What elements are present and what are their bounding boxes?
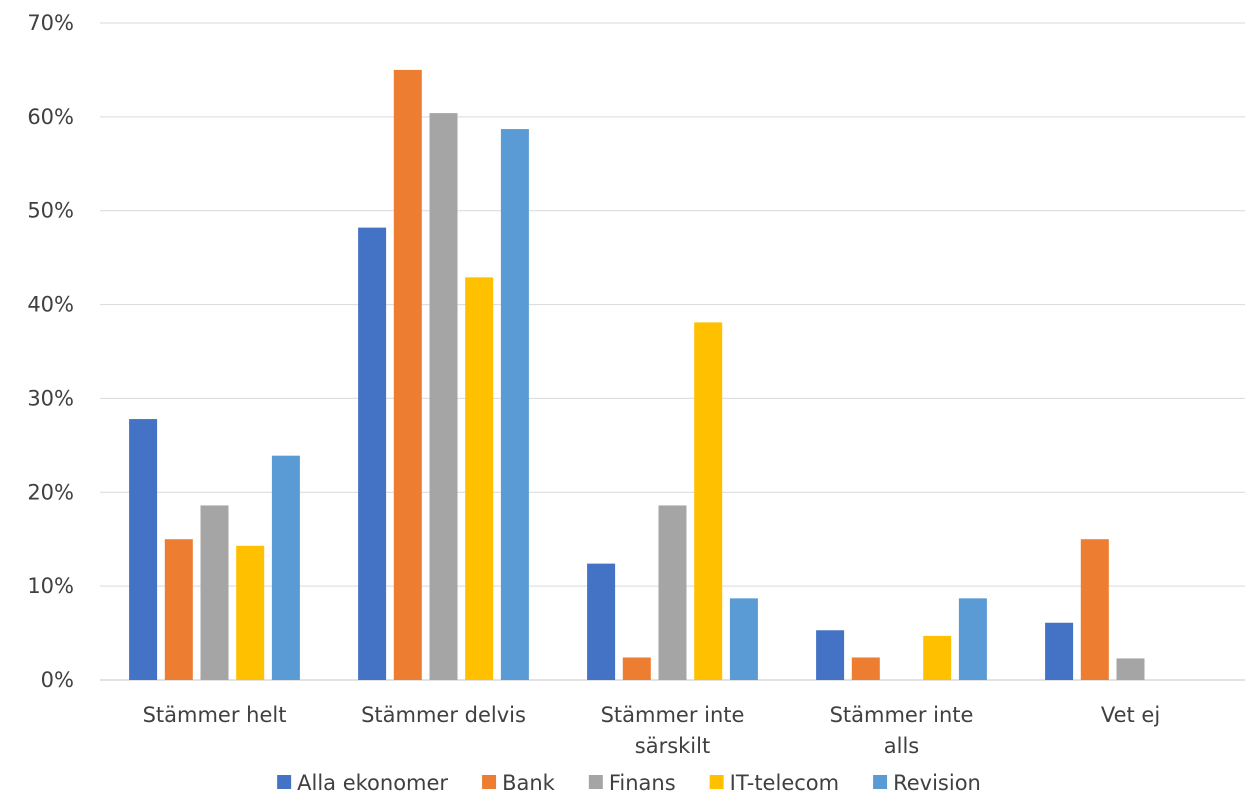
bar — [1080, 539, 1109, 680]
y-tick-label: 60% — [27, 105, 74, 129]
x-category-label: Stämmer helt — [143, 703, 287, 727]
legend-label: Finans — [609, 771, 676, 795]
bar — [816, 630, 845, 680]
bar — [164, 539, 193, 680]
bar — [271, 455, 300, 680]
bar — [1045, 622, 1074, 680]
x-category-label: Stämmer inte — [601, 703, 745, 727]
legend-swatch — [588, 775, 603, 789]
x-axis-labels: Stämmer helt Stämmer delvis Stämmer inte sä… — [143, 703, 1161, 758]
bar — [393, 69, 422, 680]
y-tick-label: 0% — [41, 668, 74, 692]
bar — [923, 635, 952, 680]
bar — [358, 227, 387, 680]
bar — [1116, 658, 1145, 680]
bar — [694, 322, 723, 680]
y-tick-label: 50% — [27, 199, 74, 223]
y-axis-ticks: 0% 10% 20% 30% 40% 50% 60% 70% — [27, 11, 74, 692]
legend-label: IT-telecom — [730, 771, 839, 795]
bar — [658, 505, 687, 680]
y-tick-label: 20% — [27, 480, 74, 504]
bar — [129, 419, 158, 680]
bars — [129, 69, 1145, 681]
bar — [429, 113, 458, 681]
x-category-label: Stämmer inte — [830, 703, 974, 727]
y-tick-label: 30% — [27, 386, 74, 410]
legend-swatch — [873, 775, 888, 789]
y-tick-label: 10% — [27, 574, 74, 598]
y-tick-label: 70% — [27, 11, 74, 35]
bar — [622, 657, 651, 680]
bar — [200, 505, 229, 680]
legend-label: Revision — [893, 771, 981, 795]
x-category-label: Stämmer delvis — [361, 703, 526, 727]
bar — [729, 598, 758, 680]
x-category-label: alls — [884, 734, 919, 758]
bar — [851, 657, 880, 680]
bar — [236, 545, 265, 680]
legend-label: Alla ekonomer — [297, 771, 448, 795]
bar — [587, 563, 616, 680]
y-tick-label: 40% — [27, 293, 74, 317]
bar — [465, 277, 494, 680]
legend-label: Bank — [502, 771, 556, 795]
legend-swatch — [277, 775, 292, 789]
legend-swatch — [709, 775, 724, 789]
legend: Alla ekonomer Bank Finans IT-telecom Revisio… — [277, 771, 981, 795]
bar — [958, 598, 987, 680]
x-category-label: särskilt — [635, 734, 710, 758]
legend-swatch — [482, 775, 497, 789]
x-category-label: Vet ej — [1101, 703, 1160, 727]
bar — [500, 129, 529, 680]
